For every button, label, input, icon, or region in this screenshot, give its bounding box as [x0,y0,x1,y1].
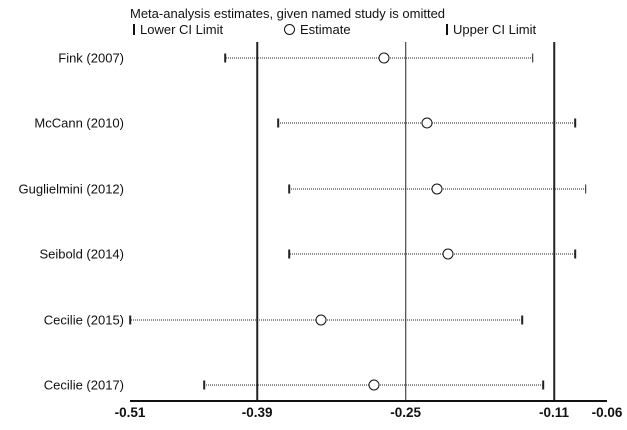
study-labels-column: Fink (2007) McCann (2010) Guglielmini (201… [0,42,125,400]
ci-lower-cap [224,53,227,63]
ci-lower-cap [203,380,205,390]
ci-lower-cap [277,118,280,128]
legend-lower-label: Lower CI Limit [140,21,224,37]
ci-cap-icon [446,23,448,35]
x-tick-label: -0.39 [241,405,273,420]
legend-upper-ci: Upper CI Limit [446,21,536,37]
confidence-interval-line [289,253,576,255]
ci-lower-cap [288,249,290,259]
estimate-marker [442,248,454,260]
chart-title: Meta-analysis estimates, given named stu… [130,6,446,21]
ci-cap-icon [133,23,135,35]
estimate-marker [315,314,327,326]
estimate-marker [368,379,380,391]
reference-line [404,42,407,400]
reference-line [553,42,555,400]
x-tick-label: -0.25 [390,405,421,420]
legend-estimate-label: Estimate [300,21,351,37]
ci-lower-cap [129,315,131,325]
ci-upper-cap [585,184,587,194]
estimate-marker [421,117,433,129]
study-label: Fink (2007) [58,50,124,66]
estimate-marker [431,183,443,195]
x-axis: -0.51 -0.39 -0.25 -0.11 -0.06 [115,402,623,424]
reference-line [256,42,258,400]
plot-area [129,42,607,402]
ci-upper-cap [542,380,545,390]
study-label: Cecilie (2015) [43,312,124,328]
study-label: Cecilie (2017) [43,377,124,393]
study-label: Guglielmini (2012) [18,181,125,197]
ci-upper-cap [574,118,576,128]
legend-lower-ci: Lower CI Limit [133,21,223,37]
x-tick-label: -0.51 [114,405,146,420]
x-tick-label: -0.11 [538,405,570,420]
estimate-circle-icon [284,23,295,35]
ci-upper-cap [574,249,576,259]
estimate-marker [378,52,390,64]
x-tick-label: -0.06 [591,405,623,420]
ci-upper-cap [532,53,534,63]
study-label: Seibold (2014) [39,246,124,262]
legend-estimate: Estimate [284,21,351,37]
study-label: McCann (2010) [34,115,124,131]
ci-upper-cap [521,315,523,325]
ci-lower-cap [288,184,290,194]
legend-upper-label: Upper CI Limit [453,21,537,37]
